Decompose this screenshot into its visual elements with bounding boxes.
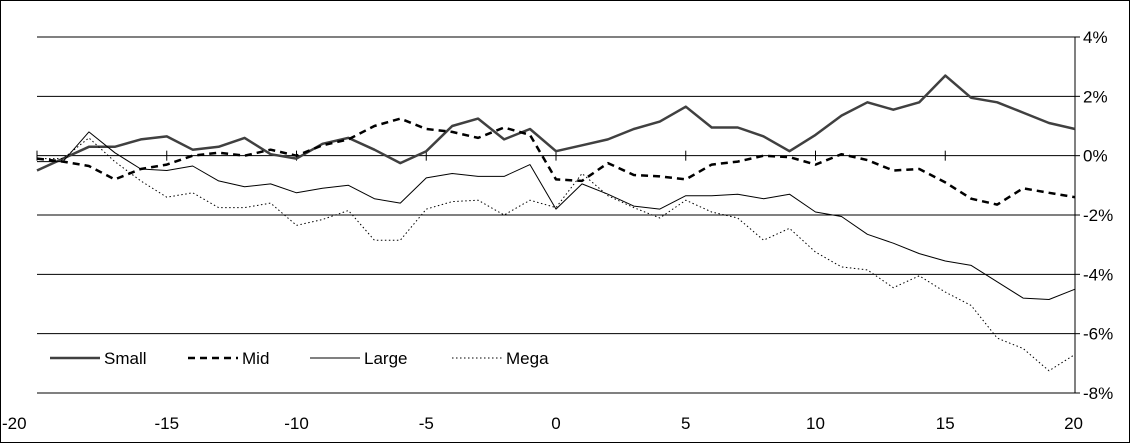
x-tick-label: -20 [2, 414, 27, 433]
legend-label-mid: Mid [242, 349, 269, 368]
y-tick-label: -2% [1083, 206, 1113, 225]
y-tick-label: 4% [1083, 28, 1108, 47]
y-tick-label: 0% [1083, 147, 1108, 166]
y-tick-label: -4% [1083, 265, 1113, 284]
x-tick-labels: -20 -15 -10 -5 0 5 10 15 20 [2, 414, 1083, 433]
x-tick-label: 5 [681, 414, 690, 433]
x-tick-label: 0 [551, 414, 560, 433]
y-tick-label: -8% [1083, 384, 1113, 403]
series-line-small [36, 74, 1076, 172]
y-tick-labels: 4% 2% 0% -2% -4% -6% -8% [1083, 28, 1113, 403]
legend-label-small: Small [104, 349, 147, 368]
series-line-mid [36, 117, 1076, 206]
x-tick-label: -10 [284, 414, 309, 433]
x-tick-label: 20 [1064, 414, 1083, 433]
legend: Small Mid Large Mega [50, 349, 549, 368]
x-tick-label: -5 [419, 414, 434, 433]
y-tick-label: -6% [1083, 325, 1113, 344]
x-tick-label: -15 [154, 414, 179, 433]
x-tick-label: 15 [936, 414, 955, 433]
series-line-large [37, 131, 1076, 300]
gridlines [37, 36, 1075, 394]
axes [36, 36, 1080, 394]
legend-label-mega: Mega [506, 349, 549, 368]
x-tick-label: 10 [806, 414, 825, 433]
legend-label-large: Large [364, 349, 407, 368]
y-tick-label: 2% [1083, 87, 1108, 106]
series-lines [36, 74, 1076, 372]
